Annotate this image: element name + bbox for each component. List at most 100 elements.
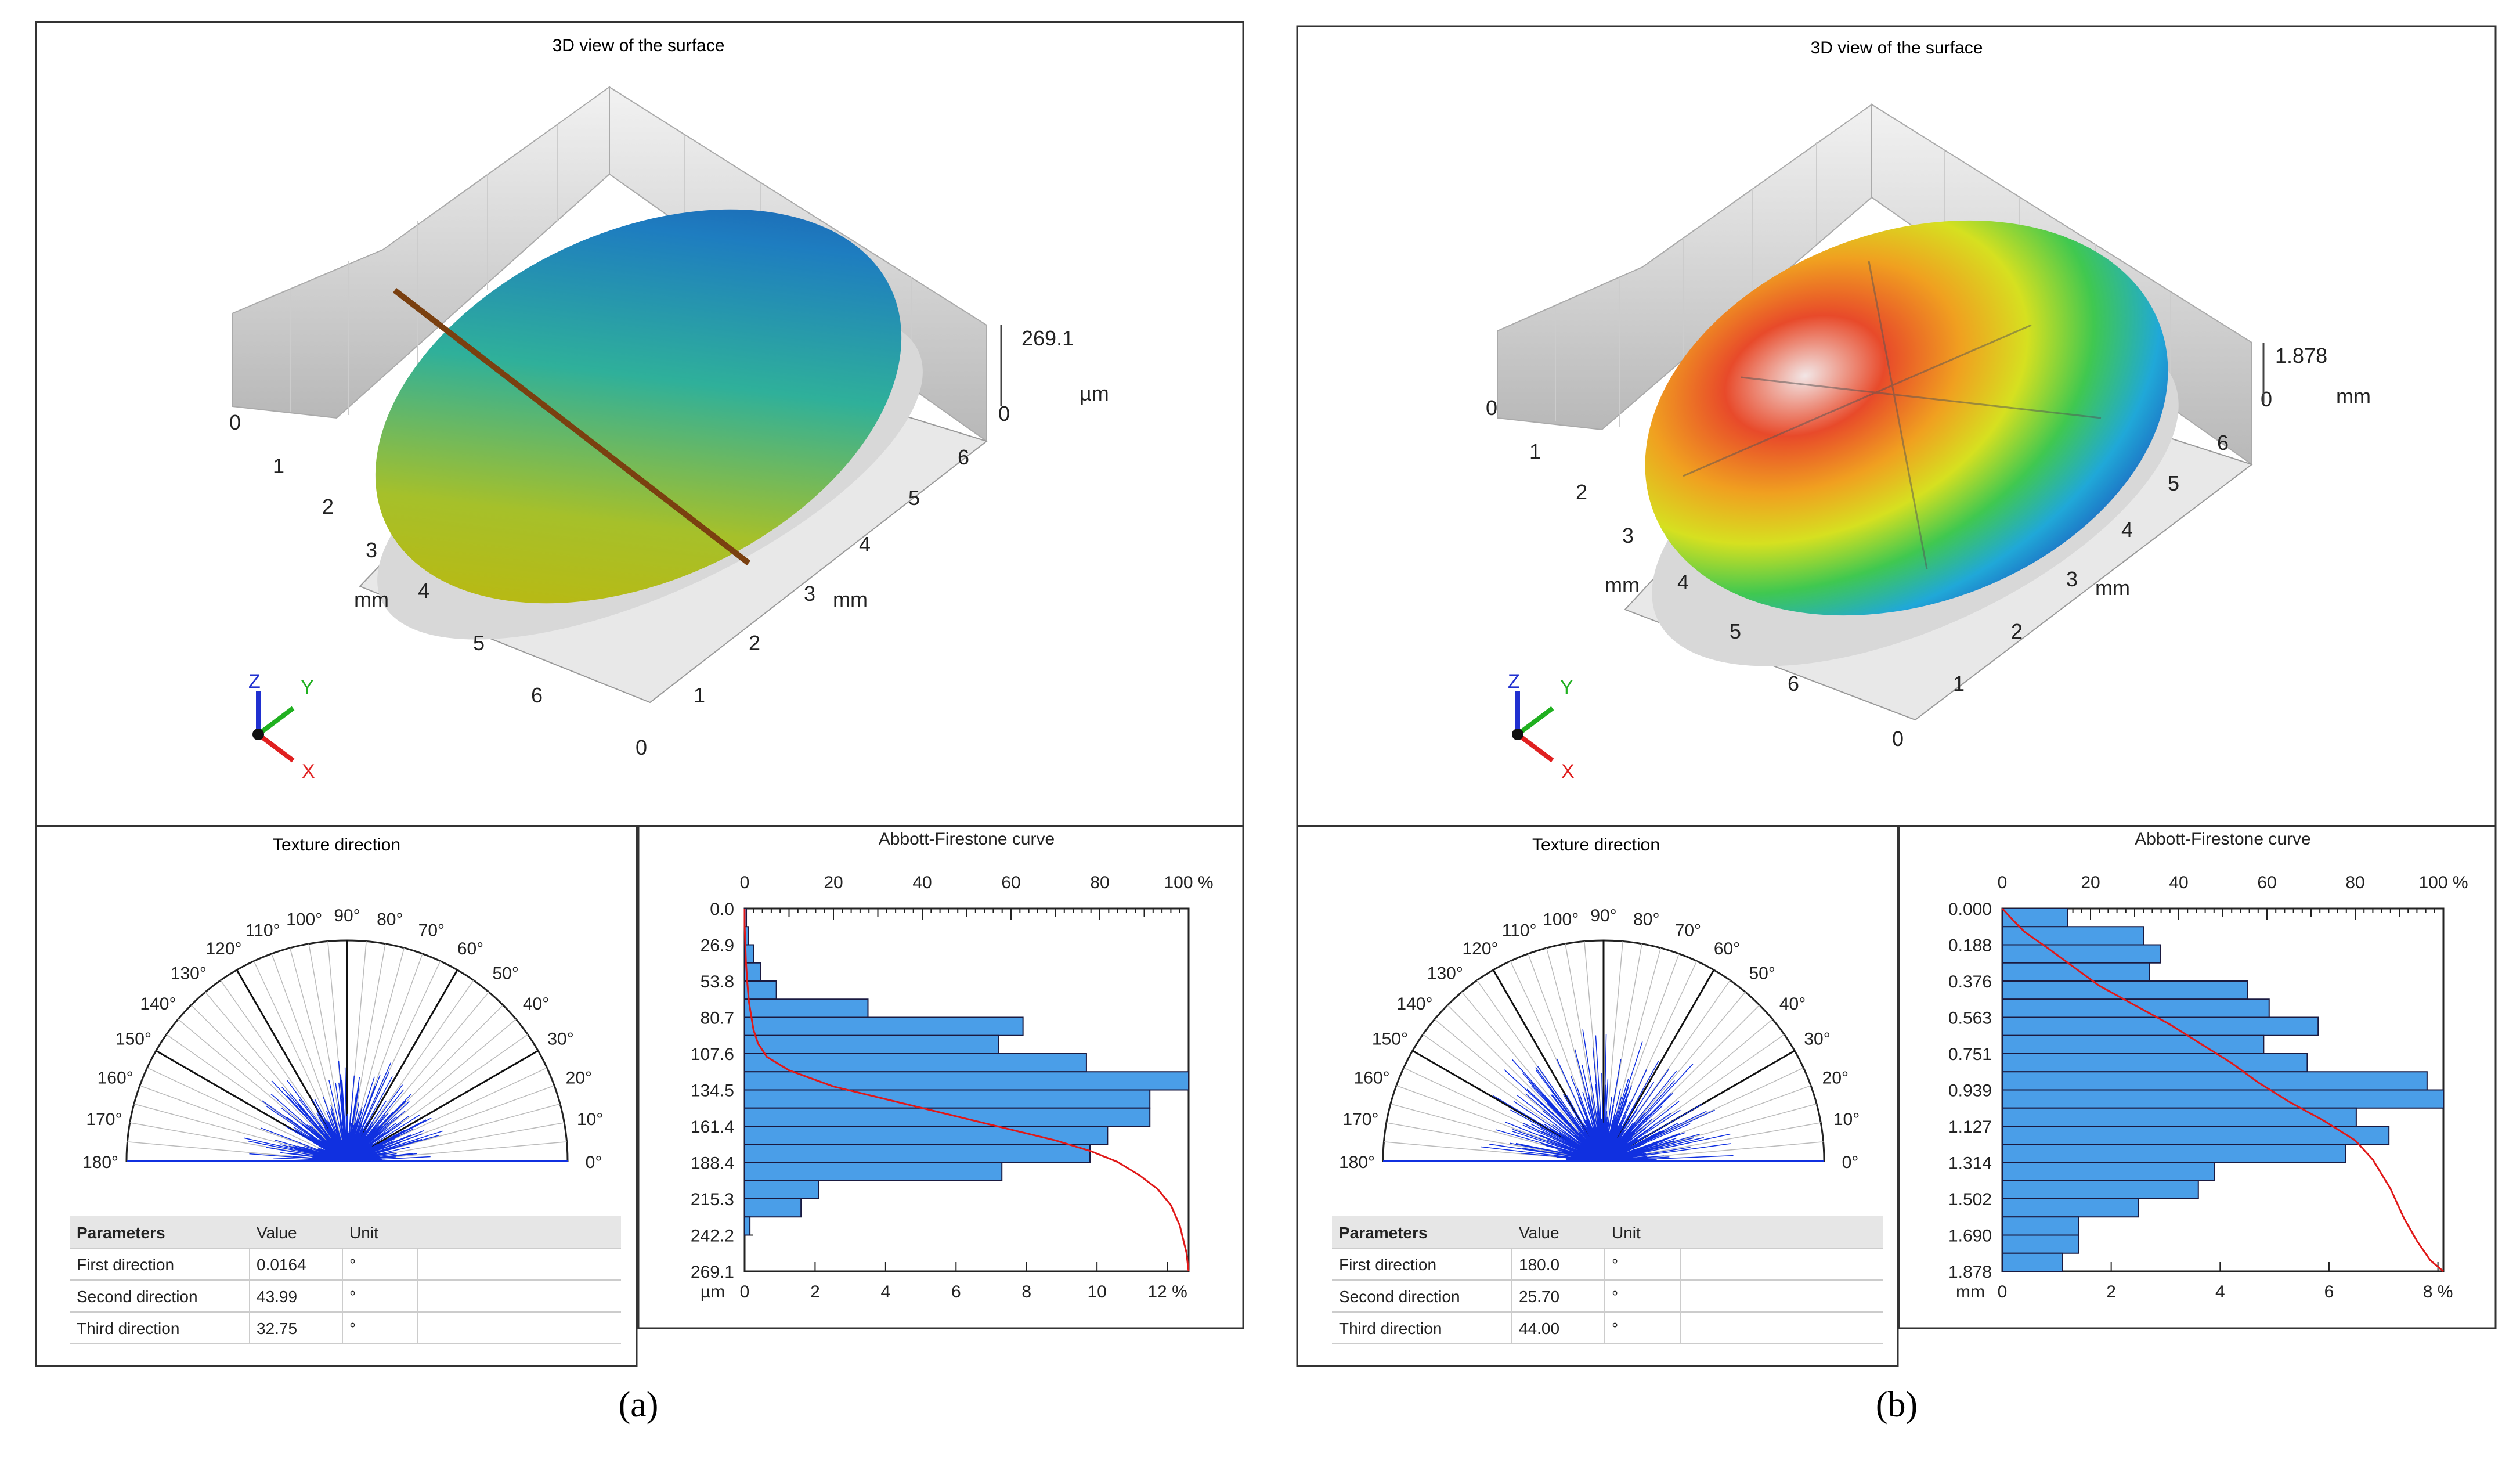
table-cell-parameter: First direction	[1339, 1256, 1436, 1274]
y-tick-label: 269.1	[691, 1263, 734, 1282]
table-cell-parameter: Second direction	[77, 1288, 198, 1306]
y-unit-label: mm	[1956, 1282, 1985, 1302]
top-tick-label: 40	[912, 873, 932, 892]
polar-angle-label: 60°	[1714, 939, 1740, 958]
histogram-bar	[2002, 926, 2144, 946]
top-tick-label: 40	[2169, 873, 2188, 892]
y-tick-label: 107.6	[691, 1045, 734, 1064]
x-axis-unit: mm	[354, 587, 389, 611]
z-max-label: 269.1	[1021, 326, 1074, 350]
wall-grid	[290, 125, 912, 415]
polar-plot: 0° 10° 20° 30° 40° 50° 60° 70° 80° 90° 100° 110°120…	[82, 906, 603, 1172]
z-max-label: 1.878	[2275, 344, 2327, 367]
y-tick-6: 6	[2217, 431, 2229, 455]
histogram-bar	[2002, 1234, 2079, 1254]
triad-x-label: X	[302, 760, 315, 783]
polar-angle-label: 80°	[377, 910, 403, 929]
polar-angle-label: 140°	[1396, 994, 1432, 1014]
y-tick-3: 3	[804, 582, 815, 605]
polar-angle-label: 140°	[140, 994, 176, 1014]
y-tick-6: 6	[958, 445, 969, 469]
polar-spoke	[147, 1067, 348, 1162]
table-header-cell: Unit	[1612, 1224, 1641, 1242]
histogram-bar	[2002, 1053, 2308, 1073]
polar-spoke	[346, 943, 386, 1162]
bottom-tick-label: 6	[2324, 1282, 2334, 1302]
histogram-bar	[2002, 980, 2248, 1000]
z-unit: µm	[1080, 381, 1109, 405]
abbott-curve	[743, 908, 1190, 1272]
y-unit-label: µm	[701, 1282, 725, 1302]
polar-angle-label: 90°	[334, 906, 360, 925]
surface-disk	[1645, 220, 2168, 616]
top-tick-label: 0	[740, 873, 750, 892]
histogram-bar	[2002, 1089, 2444, 1109]
triad-x-label: X	[1561, 760, 1575, 783]
table-header-cell: Parameters	[77, 1224, 165, 1242]
polar-spoke	[139, 1085, 348, 1162]
polar-angle-label: 70°	[1675, 921, 1701, 940]
x-tick-2: 2	[322, 495, 334, 518]
polar-angle-label: 70°	[418, 921, 445, 940]
top-tick-label: 80	[2345, 873, 2364, 892]
y-tick-label: 80.7	[701, 1009, 734, 1028]
x-tick-1: 1	[1529, 439, 1541, 463]
z-unit: mm	[2336, 384, 2371, 408]
triad-y-label: Y	[1560, 676, 1573, 698]
y-tick-label: 161.4	[691, 1117, 734, 1137]
x-tick-3: 3	[1622, 524, 1634, 547]
polar-angle-label: 0°	[586, 1153, 602, 1172]
histogram-bar	[744, 1071, 1189, 1091]
bottom-tick-label: 10	[1087, 1282, 1106, 1302]
table-cell-value: 43.99	[257, 1288, 297, 1306]
y-axis-unit: mm	[833, 587, 868, 611]
histogram-bar	[744, 1180, 819, 1199]
table-header-cell: Parameters	[1339, 1224, 1428, 1242]
polar-angle-label: 120°	[205, 939, 241, 958]
x-tick-0: 0	[1486, 396, 1497, 420]
top-tick-label: 0	[1998, 873, 2008, 892]
y-tick-4: 4	[859, 532, 871, 556]
histogram-bar	[744, 1089, 1151, 1109]
table-cell-unit: °	[1612, 1288, 1618, 1306]
y-tick-5: 5	[908, 486, 920, 510]
polar-angle-label: 160°	[1354, 1069, 1390, 1088]
triad-y-label: Y	[301, 676, 314, 698]
histogram-bar	[744, 1144, 1091, 1163]
polar-angle-label: 50°	[1749, 964, 1775, 983]
histogram-bar	[744, 1107, 1151, 1127]
polar-angle-label: 30°	[547, 1030, 573, 1049]
x-axis-unit: mm	[1605, 573, 1640, 597]
surface-ridges	[1683, 261, 2102, 569]
y-tick-label: 0.563	[1948, 1009, 1992, 1028]
histogram-bar	[744, 1198, 802, 1218]
x-tick-3: 3	[366, 538, 377, 562]
polar-angle-label: 170°	[86, 1110, 122, 1129]
polar-angle-label: 150°	[115, 1030, 151, 1049]
y-tick-4: 4	[2121, 518, 2133, 542]
bottom-tick-label: 4	[881, 1282, 891, 1302]
polar-angle-label: 150°	[1372, 1030, 1408, 1049]
polar-angle-label: 180°	[82, 1153, 118, 1172]
top-tick-label: 60	[1001, 873, 1020, 892]
histogram-bar	[2002, 944, 2161, 964]
texture-title: Texture direction	[1532, 835, 1660, 855]
y-tick-label: 134.5	[691, 1082, 734, 1101]
y-tick-label: 1.878	[1948, 1263, 1992, 1282]
polar-angle-label: 40°	[1779, 994, 1806, 1014]
polar-angle-label: 20°	[566, 1069, 592, 1088]
polar-angle-label: 0°	[1842, 1153, 1859, 1172]
table-header-cell: Value	[257, 1224, 297, 1242]
polar-angle-label: 60°	[457, 939, 483, 958]
caption: (b)	[1876, 1385, 1918, 1425]
y-tick-label: 0.751	[1948, 1045, 1992, 1064]
abbott-chart: Abbott-Firestone curve 0 20 40 60 80 100 % 0 2 4 6…	[691, 830, 1214, 1302]
y-tick-1: 1	[694, 683, 705, 707]
bottom-tick-label: 2	[2106, 1282, 2116, 1302]
panel-b: 3D view of the surface 0 1 2 3 4 5 6 mm …	[1296, 25, 2497, 1425]
top-tick-label: 80	[1090, 873, 1109, 892]
x-tick-6: 6	[531, 683, 543, 707]
y-tick-label: 1.314	[1948, 1154, 1992, 1173]
polar-spoke	[220, 980, 348, 1162]
histogram-bar	[2002, 1216, 2079, 1236]
